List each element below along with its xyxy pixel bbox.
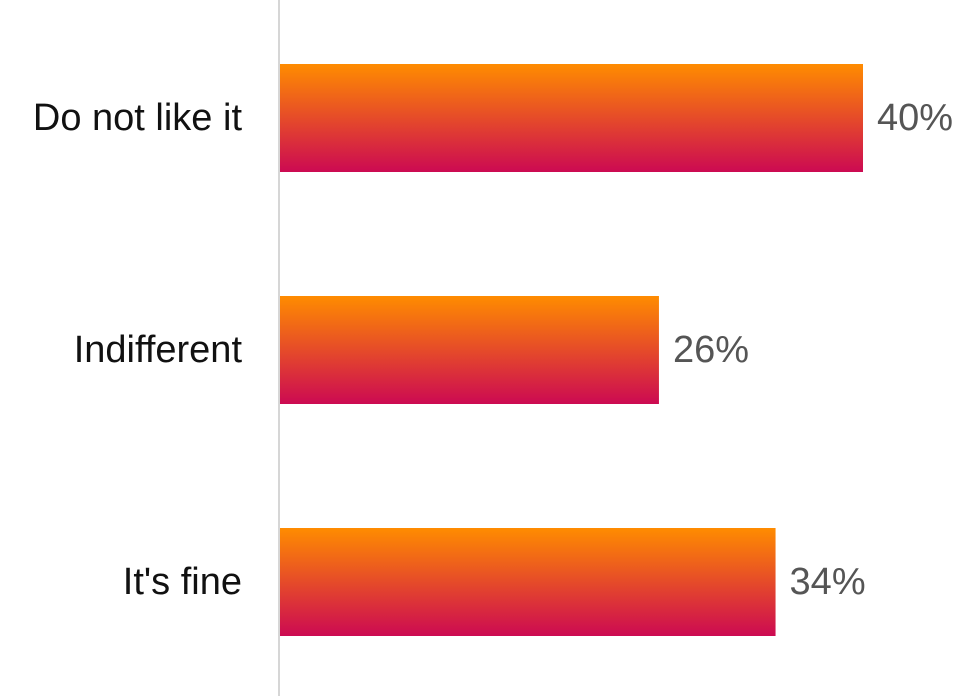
bar: [280, 64, 863, 172]
category-label: Indifferent: [74, 329, 243, 371]
value-label: 26%: [673, 329, 749, 371]
bars-layer: Do not like it 40% Indifferent 26% It's fine…: [33, 64, 953, 636]
category-label: It's fine: [123, 561, 242, 603]
category-label: Do not like it: [33, 97, 243, 139]
bar: [280, 296, 659, 404]
value-label: 34%: [790, 561, 866, 603]
value-label: 40%: [877, 97, 953, 139]
bar: [280, 528, 776, 636]
